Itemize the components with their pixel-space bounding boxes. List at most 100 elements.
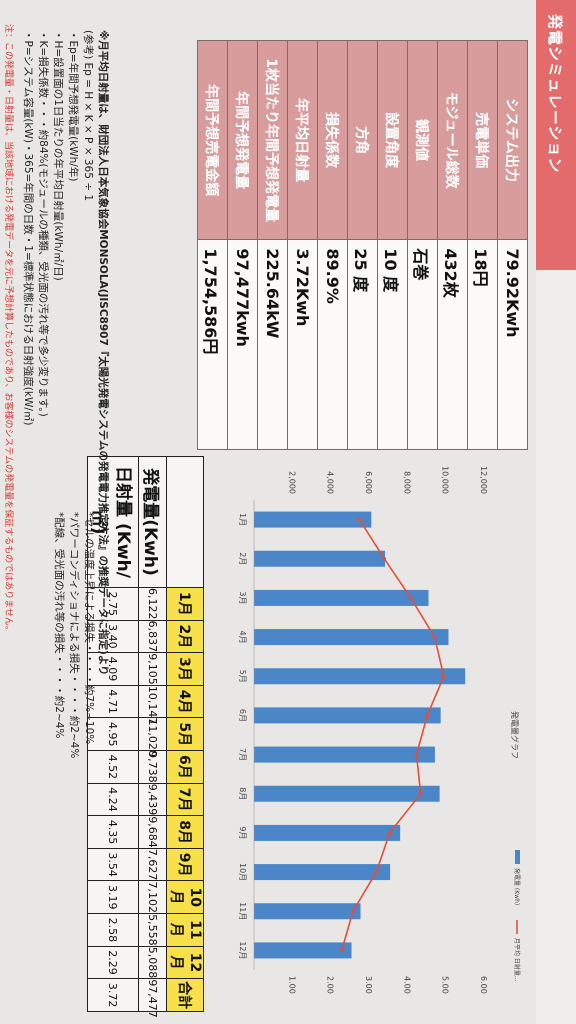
month-header: 7月: [166, 783, 204, 816]
loss-note-wiring: *配線、受光面の汚れ等の損失・・・・約2~4%: [53, 512, 65, 739]
param-value: 18円: [467, 239, 498, 450]
irradiance-point-5: [441, 674, 446, 679]
table-cell: 10,147: [138, 685, 167, 724]
bar-1: [254, 511, 372, 528]
param-value: 25 度: [347, 239, 378, 450]
table-cell: 9,105: [138, 652, 167, 686]
table-cell: 9,684: [138, 815, 167, 849]
note-source: ※月平均日射量は、財団法人日本気象協会MONSOLA(JISC8907『太陽光発…: [97, 30, 109, 676]
x-axis-tick: 7月: [238, 748, 247, 761]
irradiance-line: [341, 519, 445, 951]
note-p: ・P=システム容量(kW)・365=年間の日数・1=標準状態における日射強度(k…: [22, 30, 34, 426]
param-value: 97,477kwh: [227, 239, 258, 450]
irradiance-point-10: [374, 870, 379, 874]
param-row: 方角 25 度: [347, 40, 378, 450]
irradiance-point-3: [408, 596, 413, 600]
month-header: 6月: [166, 750, 204, 784]
param-label: 年平均日射量: [287, 40, 318, 240]
left-axis-tick: 6,000: [364, 471, 373, 494]
param-label: 損失係数: [317, 40, 348, 240]
param-label: 観測値: [407, 40, 438, 240]
bar-4: [254, 629, 449, 646]
footnote: 注：この発電量・日射量は、当該地域における発電データを元に予想計算したものであり…: [3, 24, 13, 636]
left-axis-tick: 4,000: [326, 471, 335, 494]
bar-7: [254, 746, 435, 763]
param-value: 79.92Kwh: [497, 239, 528, 450]
table-cell: 6,122: [138, 587, 167, 621]
param-label: 年間予想発電量: [227, 40, 258, 240]
right-axis-tick: 5.00: [441, 976, 450, 994]
bar-5: [254, 668, 466, 685]
param-value: 1,754,586円: [197, 239, 228, 450]
param-row: システム出力 79.92Kwh: [497, 40, 528, 450]
irradiance-point-12: [339, 948, 344, 953]
month-header: 9月: [166, 848, 204, 881]
loss-note-inverter: *パワーコンディショナによる損失・・・・約2~4%: [68, 512, 80, 759]
right-axis-tick: 3.00: [364, 976, 373, 994]
right-axis-tick: 4.00: [402, 976, 411, 994]
param-value: 89.9%: [317, 239, 348, 450]
param-row: 売電単価 18円: [467, 40, 498, 450]
param-label: 年間予想売電金額: [197, 40, 228, 240]
note-k: ・K=損失係数・・・約84%(モジュールの種類、受光面の汚れ等で多少変ります。): [37, 30, 49, 417]
irradiance-point-7: [414, 752, 419, 757]
table-cell: 7,102: [138, 880, 167, 914]
bar-12: [254, 942, 352, 959]
row-label: 発電量(Kwh): [138, 456, 167, 588]
month-header: 4月: [166, 685, 204, 718]
bar-11: [254, 903, 361, 920]
left-axis-tick: 2,000: [287, 471, 296, 494]
left-axis-tick: 12,000: [479, 466, 488, 494]
table-cell: 9,738: [138, 750, 167, 784]
total-cell: 97,477: [138, 978, 167, 1018]
table-cell: 11,020: [138, 717, 167, 757]
table-cell: 5,558: [138, 913, 167, 947]
param-value: 石巻: [407, 239, 438, 450]
param-value: 225.64kW: [257, 239, 288, 450]
loss-note-temperature: *セルの温度上昇による損失・・・・約7%~10%: [83, 512, 95, 745]
left-axis-tick: 10,000: [441, 466, 450, 494]
title-band: 発電シミュレーション: [536, 0, 576, 1024]
generation-chart-svg: 発電量グラフ 12,000 10,000 8,000 6,000 4,000 2,000 6.…: [238, 466, 521, 994]
param-row: 観測値 石巻: [407, 40, 438, 450]
page-title: 発電シミュレーション: [536, 0, 576, 270]
table-cell: 6,837: [138, 620, 167, 653]
x-axis-tick: 6月: [238, 709, 247, 722]
irradiance-point-1: [357, 517, 362, 522]
param-value: 10 度: [377, 239, 408, 450]
month-header: 3月: [166, 652, 204, 686]
legend-label-line: 月平均 日射量...: [513, 938, 521, 982]
irradiance-point-2: [382, 556, 387, 561]
param-row: モジュール総数 432枚: [437, 40, 468, 450]
x-axis-tick: 11月: [238, 902, 247, 920]
chart-title: 発電量グラフ: [510, 711, 520, 759]
x-axis-tick: 12月: [238, 941, 247, 959]
irradiance-point-11: [351, 909, 355, 914]
right-axis-tick: 2.00: [326, 976, 335, 994]
param-value: 432枚: [437, 239, 468, 450]
param-label: モジュール総数: [437, 40, 468, 240]
param-label: 売電単価: [467, 40, 498, 240]
bar-8: [254, 785, 440, 802]
irradiance-point-9: [387, 831, 392, 835]
generation-chart: 発電量グラフ 12,000 10,000 8,000 6,000 4,000 2,000 6.…: [204, 450, 534, 1020]
total-header: 合計: [166, 978, 204, 1012]
param-row: 年間予想売電金額 1,754,586円: [197, 40, 228, 450]
param-row: 年間予想発電量 97,477kwh: [227, 40, 258, 450]
month-header: 10月: [166, 880, 204, 914]
x-axis-tick: 9月: [238, 826, 247, 839]
table-cell: 5,088: [138, 946, 167, 979]
param-row: 1枚当たり年間予想発電量 225.64kW: [257, 40, 288, 450]
x-axis-tick: 5月: [238, 670, 247, 683]
x-axis-tick: 2月: [238, 552, 247, 565]
param-row: 設置角度 10 度: [377, 40, 408, 450]
x-axis-tick: 1月: [238, 513, 247, 526]
table-cell: 9,439: [138, 783, 167, 816]
bar-9: [254, 824, 401, 841]
month-header: 1月: [166, 587, 204, 621]
month-header: 11月: [166, 913, 204, 947]
legend-swatch-bar: [515, 850, 520, 864]
irradiance-point-6: [425, 713, 430, 718]
param-label: 設置角度: [377, 40, 408, 240]
